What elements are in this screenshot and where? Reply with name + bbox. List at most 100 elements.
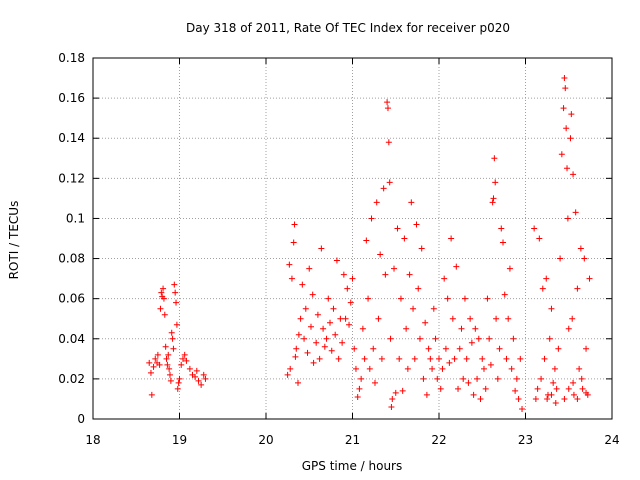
data-point: [327, 319, 334, 326]
data-point: [302, 305, 309, 312]
data-point: [570, 379, 577, 386]
data-point: [422, 319, 429, 326]
data-point: [577, 245, 584, 252]
data-point: [173, 299, 180, 306]
data-point: [512, 387, 519, 394]
data-point: [448, 235, 455, 242]
data-point: [574, 285, 581, 292]
data-point: [371, 379, 378, 386]
data-point: [358, 375, 365, 382]
data-point: [410, 305, 417, 312]
data-point: [492, 179, 499, 186]
y-tick-label: 0.02: [58, 372, 85, 386]
data-point: [287, 365, 294, 372]
data-point: [148, 391, 155, 398]
y-tick-label: 0.12: [58, 171, 85, 185]
data-point: [437, 385, 444, 392]
data-point: [501, 291, 508, 298]
data-point: [461, 295, 468, 302]
data-point: [168, 329, 175, 336]
data-point: [557, 255, 564, 262]
data-point: [156, 361, 163, 368]
data-point: [513, 375, 520, 382]
data-point: [356, 385, 363, 392]
x-tick-label: 21: [345, 433, 360, 447]
data-point: [328, 347, 335, 354]
data-point: [293, 345, 300, 352]
data-point: [150, 363, 157, 370]
data-point: [323, 335, 330, 342]
data-point: [427, 355, 434, 362]
data-point: [544, 395, 551, 402]
data-point: [411, 355, 418, 362]
data-point: [380, 185, 387, 192]
data-point: [169, 335, 176, 342]
data-point: [583, 345, 590, 352]
y-tick-label: 0.06: [58, 292, 85, 306]
data-point: [397, 295, 404, 302]
axis-ticks: 18 19 20 21 22 23 24 0 0.02 0.04 0.06 0.08 0.1 0.12 0.…: [58, 51, 619, 447]
data-point: [561, 75, 568, 82]
data-point: [309, 291, 316, 298]
data-point: [510, 335, 517, 342]
data-point: [165, 351, 172, 358]
data-point: [346, 321, 353, 328]
data-point: [568, 111, 575, 118]
y-tick-label: 0.16: [58, 91, 85, 105]
data-point: [310, 359, 317, 366]
data-point: [291, 221, 298, 228]
data-point: [415, 285, 422, 292]
data-point: [463, 355, 470, 362]
data-point: [365, 295, 372, 302]
data-point: [477, 395, 484, 402]
data-point: [538, 375, 545, 382]
data-point: [434, 375, 441, 382]
data-point: [370, 345, 377, 352]
data-point: [166, 365, 173, 372]
data-point: [548, 391, 555, 398]
data-point: [385, 139, 392, 146]
data-point: [332, 331, 339, 338]
data-point: [299, 281, 306, 288]
data-point: [193, 367, 200, 374]
data-point: [337, 315, 344, 322]
data-point: [583, 389, 590, 396]
data-point: [368, 215, 375, 222]
data-point: [320, 325, 327, 332]
data-point: [314, 311, 321, 318]
data-point: [432, 335, 439, 342]
data-point: [173, 321, 180, 328]
data-point: [170, 345, 177, 352]
data-point: [401, 235, 408, 242]
data-point: [418, 245, 425, 252]
data-point: [489, 199, 496, 206]
data-point: [399, 387, 406, 394]
data-point: [198, 381, 205, 388]
data-point: [158, 289, 165, 296]
x-tick-label: 23: [518, 433, 533, 447]
data-point: [553, 385, 560, 392]
y-tick-label: 0.1: [66, 211, 85, 225]
data-point: [474, 375, 481, 382]
data-point: [349, 275, 356, 282]
data-point: [330, 305, 337, 312]
data-point: [562, 85, 569, 92]
data-point: [354, 393, 361, 400]
data-point: [482, 385, 489, 392]
data-point: [515, 395, 522, 402]
data-point: [301, 335, 308, 342]
data-point: [496, 345, 503, 352]
data-point: [455, 385, 462, 392]
data-point: [325, 295, 332, 302]
data-point: [174, 385, 181, 392]
data-point: [176, 375, 183, 382]
data-point: [560, 105, 567, 112]
data-point: [313, 339, 320, 346]
data-point: [290, 239, 297, 246]
data-point: [572, 209, 579, 216]
data-point: [382, 271, 389, 278]
data-point: [408, 199, 415, 206]
data-point: [406, 271, 413, 278]
x-tick-label: 19: [172, 433, 187, 447]
